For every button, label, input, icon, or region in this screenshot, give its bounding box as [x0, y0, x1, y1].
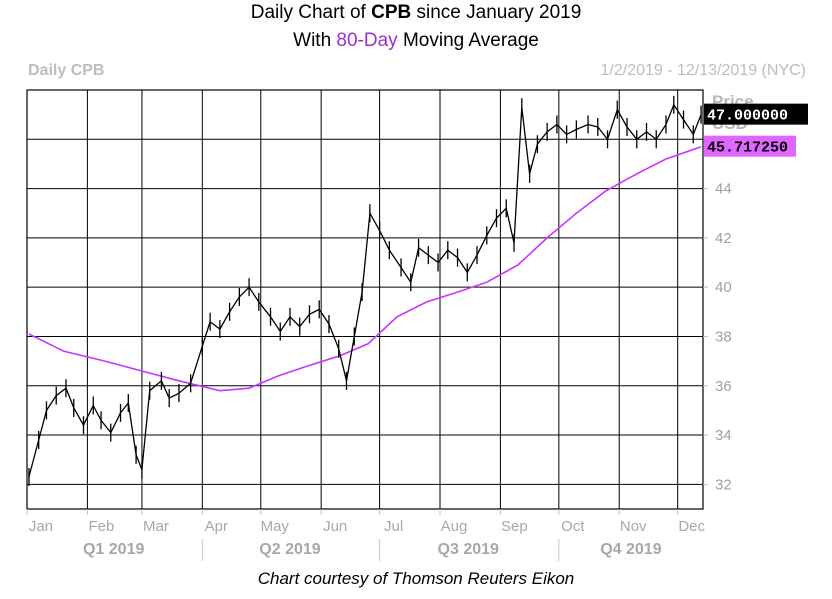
- price-layer: [28, 95, 702, 486]
- x-tick-label: Sep: [501, 518, 528, 535]
- moving-average-line: [28, 145, 702, 392]
- y-tick-label: 38: [715, 328, 732, 345]
- x-tick-label: Mar: [143, 518, 169, 535]
- chart-title-line-1: Daily Chart of CPB since January 2019: [0, 2, 832, 24]
- title-prefix: Daily Chart of: [250, 2, 372, 23]
- y-tick-label: 44: [715, 181, 732, 198]
- x-tick-label: Jun: [323, 518, 347, 535]
- x-tick-label: Apr: [205, 518, 228, 535]
- subtitle-suffix: Moving Average: [397, 30, 539, 51]
- subtitle-highlight: 80-Day: [336, 30, 398, 51]
- x-tick-label: May: [261, 518, 290, 535]
- ma-badge-bg: [704, 135, 796, 157]
- y-tick-label: 32: [715, 476, 732, 493]
- axes-layer: Jan Feb Mar Apr May Jun Jul Aug Sep Oct Nov Dec Q1 2…: [26, 92, 808, 561]
- y-tick-label: 36: [715, 378, 732, 395]
- date-range-label: 1/2/2019 - 12/13/2019 (NYC): [600, 62, 806, 79]
- x-tick-label: Oct: [561, 518, 585, 535]
- quarter-label: Q1 2019: [83, 541, 144, 558]
- ma-badge-value: 45.717250: [707, 140, 788, 157]
- y-tick-label: 40: [715, 279, 732, 296]
- grid-lines: [26, 89, 704, 510]
- price-badge-bg: [704, 103, 808, 125]
- price-line: [28, 103, 702, 478]
- y-tick-label: 34: [715, 427, 732, 444]
- moving-average-layer: [28, 145, 702, 392]
- price-last-badge: 47.000000: [704, 103, 808, 125]
- quarter-label: Q3 2019: [438, 541, 499, 558]
- x-tick-label: Jan: [29, 518, 53, 535]
- chart-title-line-2: With 80-Day Moving Average: [0, 30, 832, 52]
- subtitle-prefix: With: [293, 30, 337, 51]
- x-tick-label: Feb: [88, 518, 114, 535]
- quarter-label: Q2 2019: [259, 541, 320, 558]
- x-tick-label: Aug: [441, 518, 468, 535]
- x-tick-label: Dec: [678, 518, 705, 535]
- quarter-label: Q4 2019: [600, 541, 661, 558]
- ma-last-badge: 45.717250: [704, 135, 796, 157]
- title-ticker: CPB: [371, 2, 412, 23]
- plot-frame: [26, 89, 704, 510]
- x-tick-label: Jul: [384, 518, 403, 535]
- series-label: Daily CPB: [28, 62, 105, 79]
- title-suffix: since January 2019: [411, 2, 582, 23]
- chart-caption: Chart courtesy of Thomson Reuters Eikon: [257, 569, 575, 588]
- x-tick-label: Nov: [620, 518, 647, 535]
- price-badge-value: 47.000000: [707, 108, 788, 125]
- y-tick-label: 42: [715, 230, 732, 247]
